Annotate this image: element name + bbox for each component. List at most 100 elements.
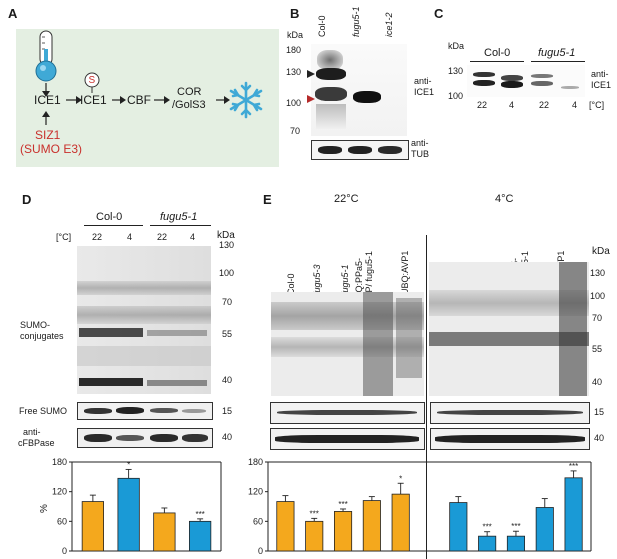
e-chart-bar xyxy=(362,500,381,552)
e-chart-bar xyxy=(449,502,468,552)
e-marker-100: 100 xyxy=(590,291,606,301)
b-anti-ice1-2: ICE1 xyxy=(414,87,435,97)
d-group-col0: Col-0 xyxy=(96,211,123,223)
black-arrowhead-icon xyxy=(307,70,315,78)
e-chart-significance: *** xyxy=(511,522,520,531)
d-free-sumo-blot xyxy=(77,402,213,420)
d-temp-2: 4 xyxy=(127,232,133,242)
e-chart-significance: *** xyxy=(569,462,578,471)
e-22-sumo-blot xyxy=(271,292,424,396)
e-kda: kDa xyxy=(592,246,610,257)
e-chart-bar xyxy=(305,520,324,552)
d-temp-1: 22 xyxy=(92,232,103,242)
d-temp-unit: [°C] xyxy=(56,232,72,242)
d-marker-70: 70 xyxy=(222,297,233,307)
d-cfbpase-marker: 40 xyxy=(222,432,233,442)
c-temp-unit: [°C] xyxy=(589,100,605,110)
e-chart-ytick-label: 60 xyxy=(253,516,263,526)
d-chart-bar xyxy=(81,501,105,552)
e-4-load-blot xyxy=(430,428,590,450)
d-chart-bar xyxy=(153,512,176,552)
e-marker-55: 55 xyxy=(592,344,603,354)
b-marker-130: 130 xyxy=(286,67,302,77)
d-cfbpase-blot xyxy=(77,428,213,448)
e-chart-bar xyxy=(276,501,295,552)
c-marker-130: 130 xyxy=(448,66,464,76)
e-4-sumo-blot xyxy=(429,262,589,396)
panel-b-kda: kDa xyxy=(287,30,304,40)
e-lane-22-fugu5-1: fugu5-1 xyxy=(340,264,350,295)
d-temp-3: 22 xyxy=(157,232,168,242)
b-tub-blot xyxy=(311,140,409,160)
b-band-arrows xyxy=(307,70,315,103)
e-marker-70: 70 xyxy=(592,313,603,323)
d-chart-ytick-label: 120 xyxy=(52,487,67,497)
c-group-col0: Col-0 xyxy=(484,47,511,59)
c-marker-100: 100 xyxy=(448,91,464,101)
c-group-fugu5-1: fugu5-1 xyxy=(538,47,576,59)
b-lane-fugu5-1: fugu5-1 xyxy=(351,6,361,37)
panel-a-label: A xyxy=(8,6,18,21)
b-anti-tub-1: anti- xyxy=(411,138,429,148)
panel-d-label: D xyxy=(22,192,32,207)
b-anti-ice1-1: anti- xyxy=(414,76,432,86)
gols3-node: /GolS3 xyxy=(172,99,206,111)
d-temp-4: 4 xyxy=(190,232,196,242)
d-chart-bar xyxy=(188,520,212,552)
c-anti-ice1-2: ICE1 xyxy=(591,80,612,90)
d-kda: kDa xyxy=(217,230,235,241)
e-chart-bar xyxy=(478,535,497,552)
b-ice1-blot xyxy=(311,44,407,136)
e-chart-bar xyxy=(564,477,583,552)
e-chart-ytick-label: 0 xyxy=(258,546,263,556)
e-22-load-blot xyxy=(270,428,425,450)
sumo-e3-label: (SUMO E3) xyxy=(20,142,83,156)
d-col0-bar xyxy=(84,225,143,226)
d-chart-significance: * xyxy=(127,460,130,469)
e-marker-40: 40 xyxy=(592,377,603,387)
e-chart-significance: *** xyxy=(310,509,319,518)
sumo-s-label: S xyxy=(88,75,96,86)
c-temp-1: 22 xyxy=(477,100,488,110)
b-lane-col0: Col-0 xyxy=(317,15,327,37)
e-chart-bar xyxy=(506,535,525,552)
e-chart-significance: *** xyxy=(482,523,491,532)
e-chart-bar xyxy=(535,507,554,552)
d-marker-100: 100 xyxy=(219,268,235,278)
d-group-fugu5-1: fugu5-1 xyxy=(160,211,198,223)
e-chart-bar xyxy=(334,511,353,552)
cbf-node: CBF xyxy=(127,93,151,107)
e-lane-22-avp1: UBQ:AVP1 xyxy=(400,250,410,295)
d-sumo-conj-1: SUMO- xyxy=(20,320,50,330)
e-chart-significance: * xyxy=(399,474,402,483)
e-lane-22-fugu5-3: fugu5-3 xyxy=(312,264,322,295)
d-free-sumo-label: Free SUMO xyxy=(19,406,68,416)
e-temp-22: 22°C xyxy=(334,193,359,205)
e-load-marker: 40 xyxy=(594,433,605,443)
thermometer-icon xyxy=(35,30,57,82)
panel-c-kda: kDa xyxy=(448,41,465,51)
panel-e-label: E xyxy=(263,192,272,207)
d-chart-ytick-label: 60 xyxy=(57,516,67,526)
d-chart-significance: *** xyxy=(195,510,204,519)
e-chart-ytick-label: 120 xyxy=(248,487,263,497)
c-temp-4: 4 xyxy=(572,100,578,110)
b-marker-70: 70 xyxy=(290,126,301,136)
siz1-node: SIZ1 xyxy=(35,128,61,142)
cor-node: COR xyxy=(177,86,202,98)
c-temp-2: 4 xyxy=(509,100,515,110)
e-sumo-marker: 15 xyxy=(594,407,605,417)
e-chart-significance: *** xyxy=(338,500,347,509)
ice1-node: ICE1 xyxy=(34,93,61,107)
d-chart-ytick-label: 180 xyxy=(52,457,67,467)
e-chart-ytick-label: 180 xyxy=(248,457,263,467)
snowflake-icon xyxy=(229,81,263,119)
panel-c-label: C xyxy=(434,6,444,21)
panel-a-diagram xyxy=(35,30,263,125)
e-chart-bar xyxy=(391,493,410,552)
panel-b-label: B xyxy=(290,6,300,21)
red-arrowhead-icon xyxy=(307,95,315,103)
b-lane-ice1-2: ice1-2 xyxy=(384,12,394,37)
